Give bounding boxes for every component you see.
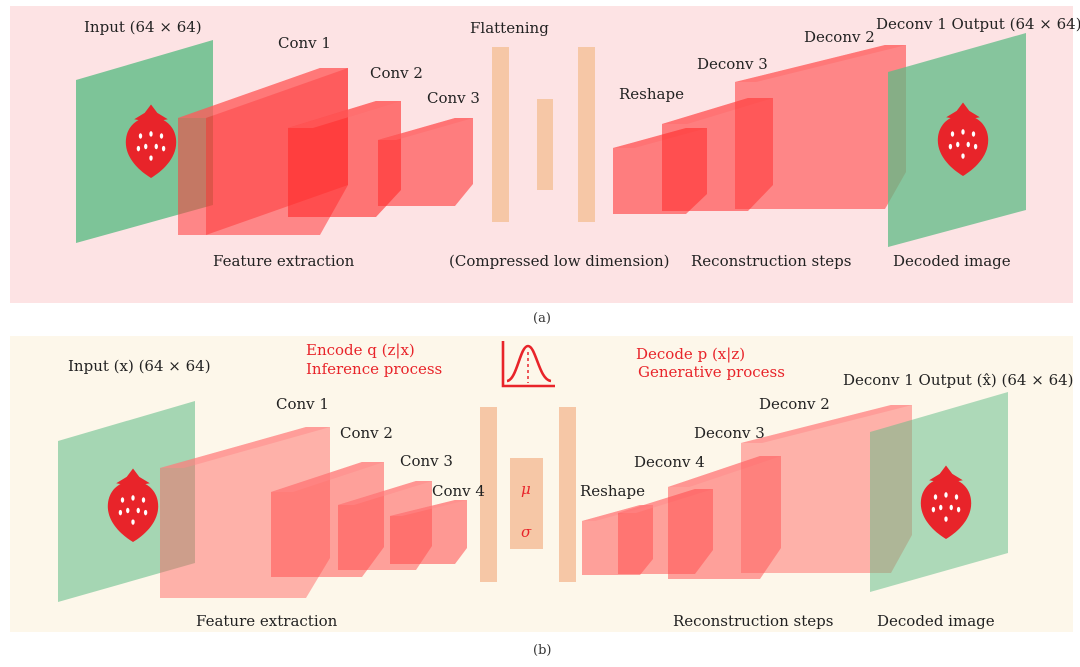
conv2-label-a: Conv 2 (370, 64, 423, 82)
conv4-block-b (390, 500, 467, 564)
deconv2-block-a (735, 45, 906, 209)
compressed-label: (Compressed low dimension) (449, 252, 670, 270)
flattening-label: Flattening (470, 19, 549, 37)
reshape-label-b: Reshape (580, 482, 645, 500)
deconv2-label-b: Deconv 2 (759, 395, 830, 413)
generative-label: Generative process (638, 363, 785, 381)
conv4-label-b: Conv 4 (432, 482, 485, 500)
decoded-label-b: Decoded image (877, 612, 995, 630)
deconv2-block-b (741, 405, 912, 573)
flatten-bar-left (492, 47, 509, 222)
conv2-block-a (288, 101, 401, 217)
deconv3-block-b (668, 456, 781, 579)
gaussian-curve-icon (501, 341, 555, 388)
input-label-b: Input (x) (64 × 64) (68, 357, 211, 375)
feature-extraction-label-b: Feature extraction (196, 612, 338, 630)
mu-symbol: μ (521, 480, 531, 498)
caption-a: (a) (533, 311, 551, 326)
deconv3-label-a: Deconv 3 (697, 55, 768, 73)
sigma-symbol: σ (521, 523, 532, 541)
reshape-label-a: Reshape (619, 85, 684, 103)
latent-mu-sigma-box (510, 458, 543, 549)
reconstruction-label-a: Reconstruction steps (691, 252, 852, 270)
deconv4-label-b: Deconv 4 (634, 453, 705, 471)
conv3-label-a: Conv 3 (427, 89, 480, 107)
flatten-bar-right (578, 47, 595, 222)
deconv2-label-a: Deconv 2 (804, 28, 875, 46)
deconv3-label-b: Deconv 3 (694, 424, 765, 442)
conv3-label-b: Conv 3 (400, 452, 453, 470)
input-label-a: Input (64 × 64) (84, 18, 202, 36)
inference-label: Inference process (306, 360, 443, 378)
encode-label: Encode q (z|x) (306, 341, 415, 359)
flatten-bar-center (537, 99, 553, 190)
reconstruction-label-b: Reconstruction steps (673, 612, 834, 630)
latent-bar-left (480, 407, 497, 582)
output-label-a: Deconv 1 Output (64 × 64) (876, 15, 1080, 33)
feature-extraction-label-a: Feature extraction (213, 252, 355, 270)
conv1-label-b: Conv 1 (276, 395, 329, 413)
conv3-block-a (378, 118, 473, 206)
decoded-label-a: Decoded image (893, 252, 1011, 270)
caption-b: (b) (533, 643, 552, 658)
conv1-label-a: Conv 1 (278, 34, 331, 52)
decode-label: Decode p (x|z) (636, 345, 746, 363)
conv2-label-b: Conv 2 (340, 424, 393, 442)
output-label-b: Deconv 1 Output (x̂) (64 × 64) (843, 371, 1074, 389)
latent-bar-right (559, 407, 576, 582)
